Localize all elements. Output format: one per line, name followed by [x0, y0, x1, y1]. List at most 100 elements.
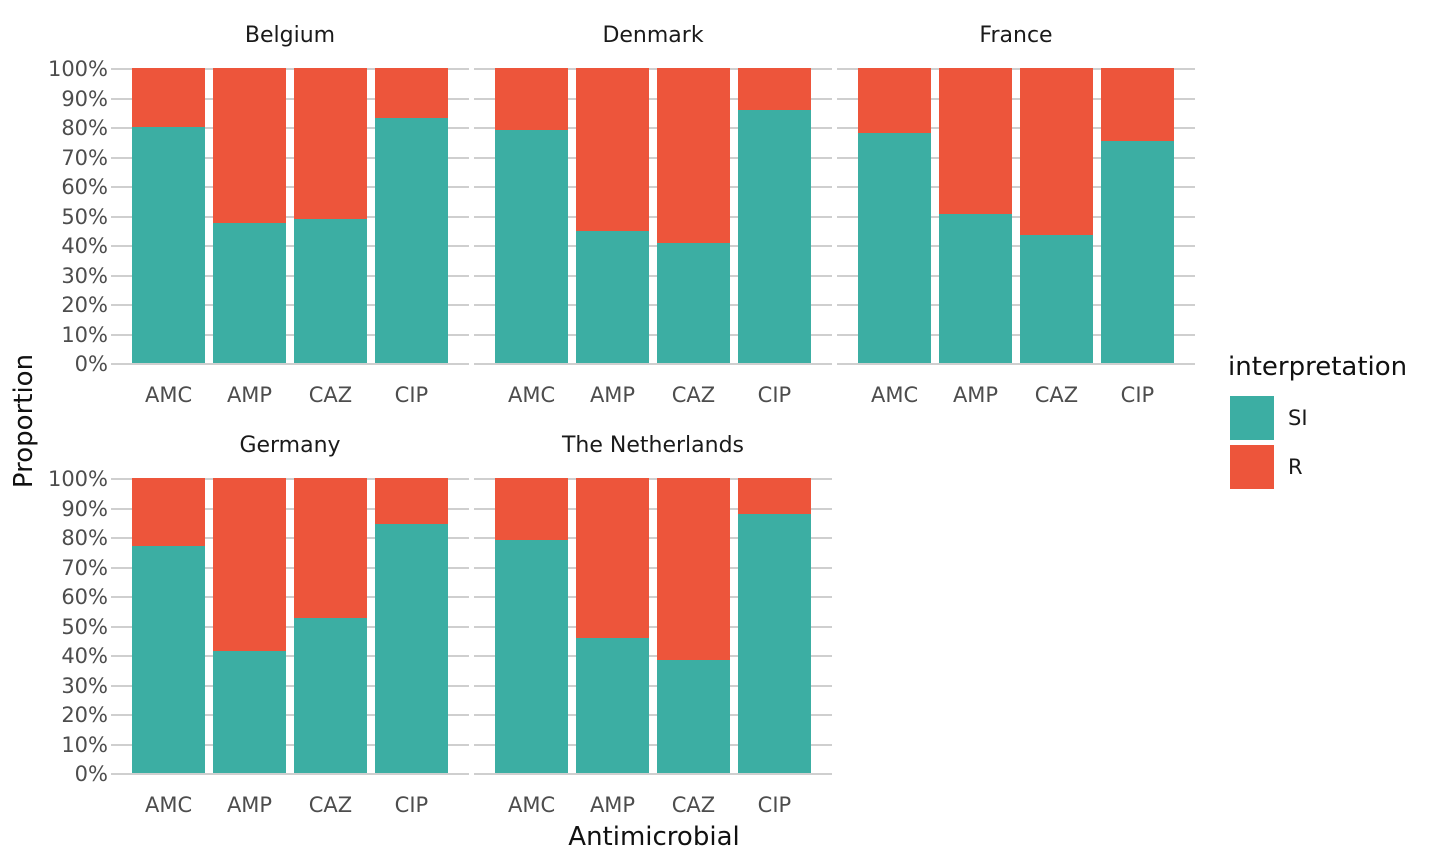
- gridline: [474, 507, 832, 510]
- facet-title-belgium: Belgium: [244, 23, 336, 48]
- y-tick-70pct: 70%: [61, 145, 108, 170]
- si-segment: [213, 223, 286, 363]
- r-segment: [213, 478, 286, 651]
- r-segment: [1101, 68, 1174, 141]
- x-tick-cip: CIP: [757, 793, 792, 817]
- legend-label-si: SI: [1288, 406, 1308, 430]
- gridline: [111, 156, 469, 159]
- gridline: [474, 773, 832, 775]
- gridline: [474, 333, 832, 336]
- y-tick-60pct: 60%: [61, 585, 108, 609]
- x-tick-labels-germany: AMC AMP CAZ CIP: [120, 793, 460, 819]
- si-segment: [738, 109, 811, 363]
- si-segment: [858, 132, 931, 363]
- si-segment: [294, 617, 367, 773]
- y-tick-60pct: 60%: [61, 175, 108, 199]
- facet-panel-france: [837, 68, 1195, 365]
- bars-area: [483, 478, 823, 773]
- x-axis-title: Antimicrobial: [568, 822, 740, 852]
- x-tick-cip: CIP: [394, 793, 429, 817]
- si-segment: [576, 231, 649, 363]
- bar-caz-germany: [294, 478, 367, 773]
- x-tick-labels-france: AMC AMP CAZ CIP: [846, 383, 1186, 409]
- gridline: [837, 127, 1195, 129]
- r-segment: [939, 68, 1012, 215]
- legend-item-si: SI: [1228, 396, 1407, 440]
- gridline: [111, 186, 469, 188]
- legend-items: SI R: [1228, 396, 1407, 489]
- si-segment: [213, 650, 286, 773]
- gridline: [837, 156, 1195, 159]
- si-segment: [657, 660, 730, 773]
- r-segment: [375, 478, 448, 525]
- gridline: [474, 537, 832, 539]
- y-tick-10pct: 10%: [61, 322, 108, 347]
- bar-amc-denmark: [495, 68, 568, 363]
- x-tick-labels-belgium: AMC AMP CAZ CIP: [120, 383, 460, 409]
- facet-title-denmark: Denmark: [602, 23, 704, 48]
- r-segment: [738, 68, 811, 110]
- y-tick-80pct: 80%: [61, 116, 108, 140]
- gridline: [111, 566, 469, 569]
- gridline: [474, 655, 832, 657]
- gridline: [111, 333, 469, 336]
- y-tick-80pct: 80%: [61, 526, 108, 550]
- y-tick-0pct: 0%: [74, 352, 108, 376]
- x-tick-labels-denmark: AMC AMP CAZ CIP: [483, 383, 823, 409]
- legend: interpretation SI R: [1228, 352, 1407, 494]
- x-tick-amp: AMP: [589, 383, 636, 407]
- gridline: [474, 566, 832, 569]
- x-tick-amc: AMC: [144, 383, 193, 407]
- bar-amp-belgium: [213, 68, 286, 363]
- si-segment: [132, 546, 205, 773]
- r-segment: [738, 478, 811, 515]
- gridline: [111, 625, 469, 628]
- x-tick-caz: CAZ: [671, 383, 716, 407]
- gridline: [111, 304, 469, 306]
- si-segment: [657, 242, 730, 363]
- bar-amp-france: [939, 68, 1012, 363]
- x-tick-caz: CAZ: [308, 793, 353, 817]
- gridline: [474, 68, 832, 70]
- gridline: [111, 743, 469, 746]
- y-tick-10pct: 10%: [61, 732, 108, 757]
- bar-amp-the-netherlands: [576, 478, 649, 773]
- gridline: [837, 186, 1195, 188]
- bar-cip-france: [1101, 68, 1174, 363]
- si-segment: [1101, 140, 1174, 363]
- bar-caz-belgium: [294, 68, 367, 363]
- gridline: [474, 215, 832, 218]
- gridline: [474, 127, 832, 129]
- si-segment: [1020, 234, 1093, 363]
- y-tick-90pct: 90%: [61, 86, 108, 111]
- si-segment: [939, 214, 1012, 363]
- gridline: [837, 97, 1195, 100]
- bars-area: [120, 68, 460, 363]
- bar-amc-belgium: [132, 68, 205, 363]
- y-tick-40pct: 40%: [61, 644, 108, 668]
- x-tick-cip: CIP: [394, 383, 429, 407]
- gridline: [111, 127, 469, 129]
- y-tick-100pct: 100%: [47, 467, 108, 491]
- legend-swatch-r: [1230, 445, 1274, 489]
- bars-area: [120, 478, 460, 773]
- gridline: [111, 68, 469, 70]
- gridline: [474, 478, 832, 480]
- facet-panel-the-netherlands: [474, 478, 832, 775]
- bar-cip-the-netherlands: [738, 478, 811, 773]
- x-tick-amc: AMC: [870, 383, 919, 407]
- bar-amc-the-netherlands: [495, 478, 568, 773]
- si-segment: [375, 117, 448, 363]
- gridline: [111, 507, 469, 510]
- r-segment: [858, 68, 931, 133]
- y-tick-40pct: 40%: [61, 234, 108, 258]
- x-tick-cip: CIP: [757, 383, 792, 407]
- x-tick-amp: AMP: [952, 383, 999, 407]
- gridline: [474, 245, 832, 247]
- r-segment: [576, 68, 649, 232]
- gridline: [111, 714, 469, 716]
- si-segment: [294, 219, 367, 363]
- r-segment: [132, 68, 205, 128]
- y-tick-30pct: 30%: [61, 263, 108, 288]
- bar-amp-germany: [213, 478, 286, 773]
